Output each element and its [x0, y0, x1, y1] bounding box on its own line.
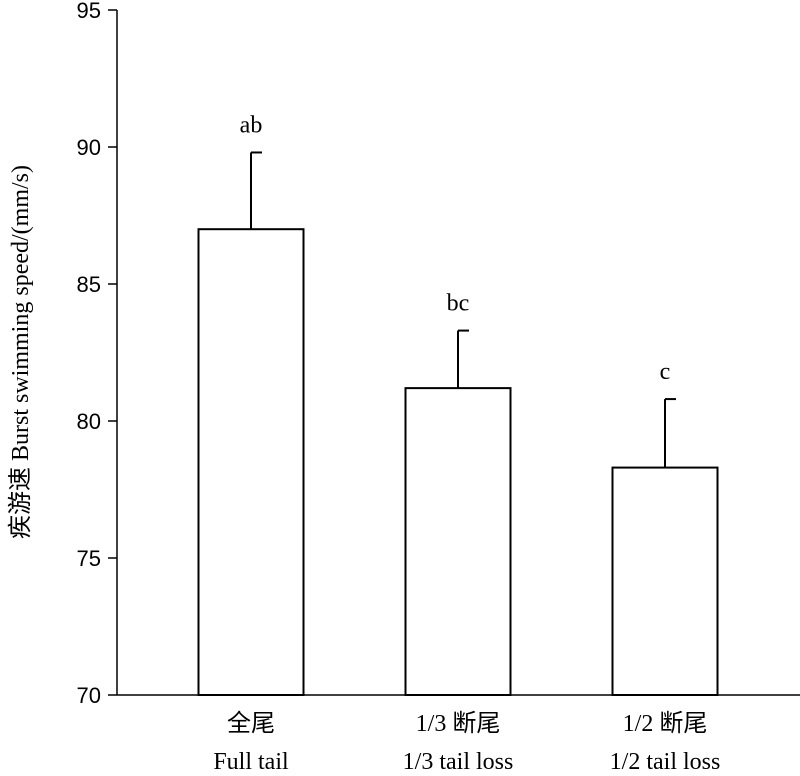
y-axis-title: 疾游速 Burst swimming speed/(mm/s): [7, 165, 34, 539]
category-label-en: 1/2 tail loss: [610, 749, 721, 775]
category-label-cn: 1/3 断尾: [416, 710, 501, 737]
category-label-cn: 全尾: [227, 710, 275, 737]
significance-label: ab: [240, 112, 263, 138]
significance-label: c: [660, 359, 671, 385]
category-label-en: 1/3 tail loss: [403, 749, 514, 775]
y-tick-label: 75: [77, 546, 101, 571]
bar: [404, 387, 512, 696]
y-tick-label: 80: [77, 409, 101, 434]
significance-label: bc: [447, 291, 470, 317]
y-tick-label: 90: [77, 135, 101, 160]
bar: [197, 228, 305, 696]
x-axis-labels: 全尾 Full tail 1/3 断尾 1/3 tail loss 1/2 断尾 1/2 …: [213, 710, 720, 775]
y-tick-label: 95: [77, 0, 101, 23]
y-tick-label: 70: [77, 683, 101, 708]
bars-group: ab bc c: [197, 112, 719, 696]
category-label-cn: 1/2 断尾: [623, 710, 708, 737]
bar: [611, 466, 719, 696]
y-axis: 70 75 80 85 90 95: [77, 0, 118, 708]
y-tick-label: 85: [77, 272, 101, 297]
category-label-en: Full tail: [213, 749, 289, 775]
